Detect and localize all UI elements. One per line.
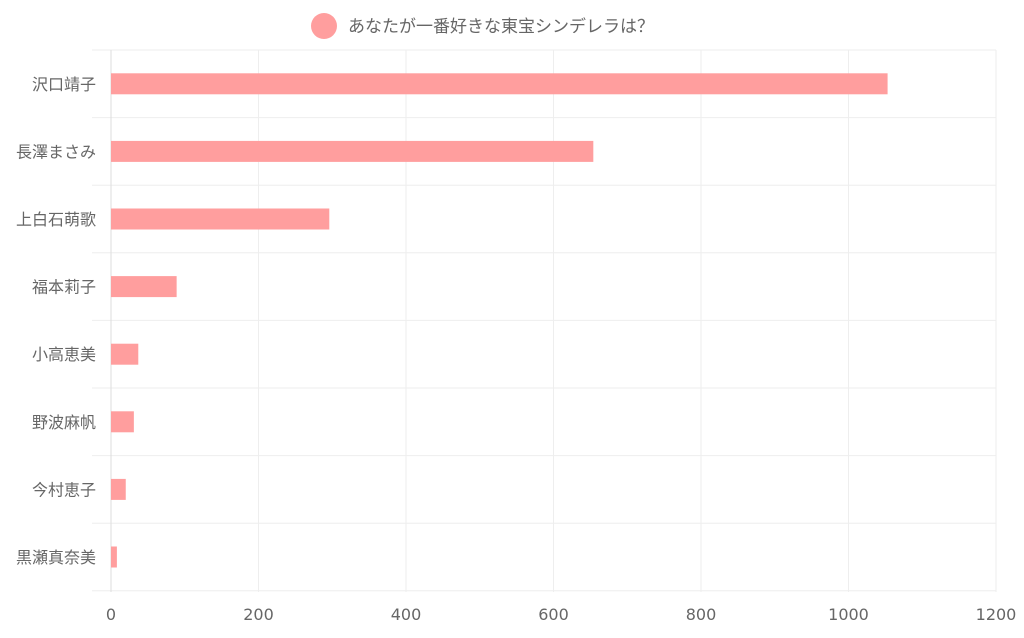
x-tick-label: 200 [243, 605, 274, 624]
x-tick-label: 800 [686, 605, 717, 624]
bar [111, 73, 888, 95]
category-label: 上白石萌歌 [16, 210, 96, 229]
legend-label: あなたが一番好きな東宝シンデレラは？ [348, 16, 654, 37]
category-label: 小高恵美 [32, 345, 96, 364]
category-label: 福本莉子 [32, 278, 96, 297]
bar [111, 140, 594, 162]
category-label: 黒瀬真奈美 [16, 548, 96, 567]
legend-marker [311, 13, 337, 39]
bar [111, 343, 139, 365]
bar [111, 411, 134, 433]
category-label: 今村恵子 [32, 480, 96, 499]
category-label: 野波麻帆 [32, 413, 96, 432]
x-tick-label: 600 [538, 605, 569, 624]
x-tick-label: 0 [106, 605, 116, 624]
x-tick-label: 1200 [976, 605, 1017, 624]
bar [111, 546, 117, 568]
x-tick-label: 1000 [828, 605, 869, 624]
category-label: 長澤まさみ [16, 142, 96, 161]
category-label: 沢口靖子 [32, 75, 96, 94]
bar [111, 208, 330, 230]
bar [111, 276, 177, 298]
bar [111, 478, 126, 500]
x-tick-label: 400 [391, 605, 422, 624]
